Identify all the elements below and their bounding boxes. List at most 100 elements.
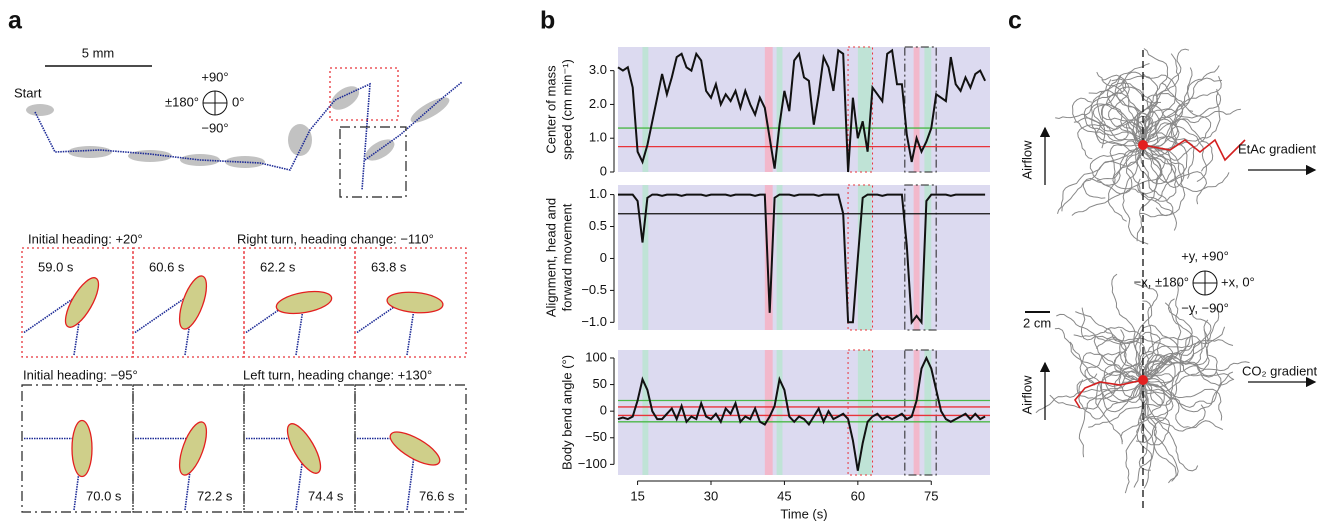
walk <box>1142 88 1222 146</box>
walk <box>1142 298 1193 381</box>
y-axis-label: Body bend angle (°) <box>559 355 574 470</box>
walk <box>1140 76 1222 146</box>
panel-label: c <box>1008 7 1022 35</box>
walk <box>1125 144 1178 231</box>
x-tick-label: 15 <box>630 488 644 503</box>
y-axis-label: speed (cm min⁻¹) <box>559 59 574 160</box>
start-label: Start <box>14 85 42 100</box>
gradient-label: EtAc gradient <box>1238 141 1316 156</box>
y-tick-label: −100 <box>578 456 607 471</box>
y-tick-label: 1.0 <box>589 186 607 201</box>
walk <box>1113 300 1153 381</box>
y-tick-label: 0 <box>600 250 607 265</box>
highlight-box <box>904 46 937 173</box>
row-heading: Initial heading: −95° <box>23 367 138 382</box>
compass-up: +y, +90° <box>1181 248 1229 263</box>
compass-left: ±180° <box>165 94 199 109</box>
time-label: 59.0 s <box>38 259 74 274</box>
y-tick-label: 0 <box>600 163 607 178</box>
time-label: 62.2 s <box>260 259 296 274</box>
walk <box>1082 144 1144 199</box>
trace <box>617 48 987 173</box>
shaded-interval <box>913 350 920 475</box>
y-tick-label: 1.0 <box>589 130 607 145</box>
walk <box>1057 144 1144 214</box>
example-trajectory <box>1142 138 1246 162</box>
compass-up: +90° <box>201 69 228 84</box>
example-trajectory <box>1074 379 1144 409</box>
y-tick-label: 2.0 <box>589 96 607 111</box>
row-heading: Initial heading: +20° <box>28 231 143 246</box>
x-axis-label: Time (s) <box>780 506 827 521</box>
larva <box>178 421 208 476</box>
walk <box>1071 144 1144 216</box>
walk <box>1061 144 1144 212</box>
y-tick-label: −0.5 <box>581 282 607 297</box>
track <box>135 437 194 511</box>
x-tick-label: 75 <box>924 488 938 503</box>
walk <box>1142 371 1234 408</box>
y-tick-label: −50 <box>585 429 607 444</box>
walk <box>1139 379 1171 446</box>
highlight-box <box>904 184 937 331</box>
trajectory <box>34 81 463 191</box>
walk <box>1135 373 1174 444</box>
y-tick-label: 0.5 <box>589 218 607 233</box>
y-tick-label: 50 <box>593 376 607 391</box>
panel-label: b <box>540 7 555 35</box>
trace <box>617 355 986 471</box>
walk <box>1134 282 1159 381</box>
walk <box>1120 350 1176 384</box>
highlight-box <box>847 349 874 476</box>
shaded-interval <box>924 350 932 475</box>
compass <box>202 90 228 116</box>
shaded-interval <box>642 185 649 330</box>
shaded-interval <box>913 47 920 172</box>
walk <box>1133 379 1157 488</box>
shaded-interval <box>924 47 932 172</box>
walk <box>1092 103 1144 149</box>
start-point <box>1138 375 1148 385</box>
walk <box>1142 92 1221 146</box>
time-label: 60.6 s <box>149 259 185 274</box>
walk <box>1137 144 1177 202</box>
frame <box>21 384 134 513</box>
y-axis-label: Center of mass <box>543 65 558 154</box>
frame <box>243 384 356 513</box>
shaded-interval <box>857 350 872 475</box>
airflow-label: Airflow <box>1019 375 1034 415</box>
walk <box>1142 122 1207 183</box>
walk <box>1142 339 1234 381</box>
highlight-box <box>904 349 937 476</box>
walk <box>1035 379 1144 414</box>
x-tick-label: 30 <box>704 488 718 503</box>
walk <box>1080 307 1144 381</box>
walk <box>1136 144 1174 218</box>
panel-label: a <box>8 7 23 35</box>
walk <box>1096 144 1162 195</box>
time-label: 63.8 s <box>371 259 407 274</box>
shaded-interval <box>857 185 872 330</box>
trajectories <box>1035 48 1250 494</box>
larva <box>71 419 93 478</box>
y-axis-label: Alignment, head and <box>543 198 558 317</box>
walk <box>1136 144 1166 242</box>
shaded-interval <box>913 185 920 330</box>
walk <box>1142 82 1184 160</box>
frames: 59.0 s 60.6 s 62.2 s 63.8 s 70.0 s 72.2 s 74.4… <box>21 247 467 513</box>
walk <box>1089 144 1144 181</box>
walk <box>1069 341 1144 404</box>
larva <box>178 275 208 330</box>
compass-down: −90° <box>201 120 228 135</box>
compass-down: −y, −90° <box>1181 300 1229 315</box>
walk <box>1049 370 1144 410</box>
walk <box>1142 144 1208 205</box>
compass-left: −x, ±180° <box>1134 274 1189 289</box>
time-label: 76.6 s <box>419 488 455 503</box>
larva <box>275 290 333 315</box>
walk <box>1142 144 1230 193</box>
walk <box>1056 313 1144 382</box>
shaded-interval <box>924 185 932 330</box>
row-turn: Left turn, heading change: +130° <box>243 367 432 382</box>
walk <box>1054 327 1144 381</box>
